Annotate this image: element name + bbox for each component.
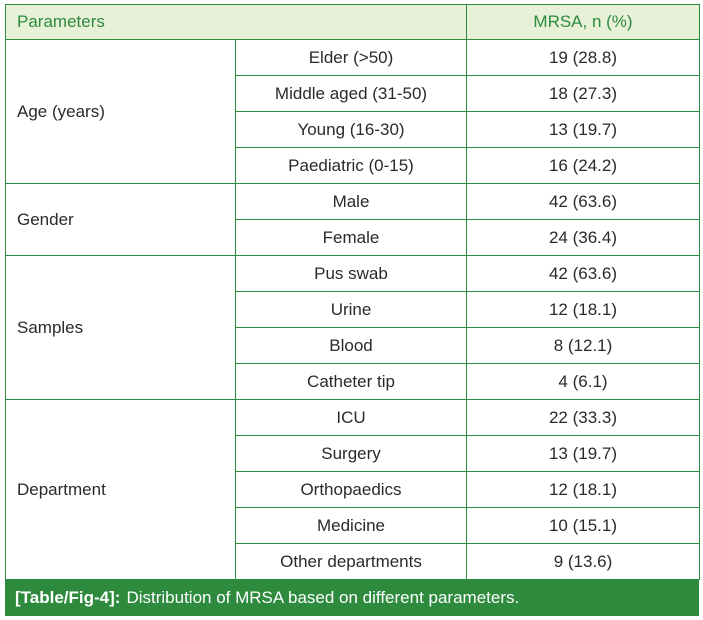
mrsa-value-cell: 42 (63.6) — [466, 255, 700, 292]
table-row: Catheter tip 4 (6.1) — [6, 363, 700, 400]
table-row: Female 24 (36.4) — [6, 219, 700, 256]
subparameter-cell: Middle aged (31-50) — [235, 75, 467, 112]
caption-text: Distribution of MRSA based on different … — [126, 588, 520, 607]
mrsa-value-cell: 22 (33.3) — [466, 399, 700, 436]
mrsa-value-cell: 42 (63.6) — [466, 183, 700, 220]
mrsa-table: Parameters MRSA, n (%) Age (years) Elder … — [5, 4, 700, 580]
mrsa-value-cell: 9 (13.6) — [466, 543, 700, 580]
mrsa-value-cell: 4 (6.1) — [466, 363, 700, 400]
subparameter-cell: Other departments — [235, 543, 467, 580]
table-row: Medicine 10 (15.1) — [6, 507, 700, 544]
header-row: Parameters MRSA, n (%) — [5, 4, 700, 40]
mrsa-value-cell: 13 (19.7) — [466, 111, 700, 148]
subparameter-cell: Blood — [235, 327, 467, 364]
table-row: Department ICU 22 (33.3) — [5, 399, 700, 580]
subparameter-cell: Male — [235, 183, 467, 220]
table-row: Middle aged (31-50) 18 (27.3) — [6, 75, 700, 112]
group-label: Age (years) — [5, 39, 236, 184]
mrsa-value-cell: 13 (19.7) — [466, 435, 700, 472]
subparameter-cell: Urine — [235, 291, 467, 328]
mrsa-value-cell: 24 (36.4) — [466, 219, 700, 256]
subparameter-cell: Surgery — [235, 435, 467, 472]
table-row: Age (years) Elder (>50) 19 (28.8) — [5, 39, 700, 184]
table-row: Young (16-30) 13 (19.7) — [6, 111, 700, 148]
group-label: Department — [5, 399, 236, 580]
subparameter-cell: Female — [235, 219, 467, 256]
table-row: Paediatric (0-15) 16 (24.2) — [6, 147, 700, 184]
subparameter-cell: Catheter tip — [235, 363, 467, 400]
table-body: Age (years) Elder (>50) 19 (28.8) Middle ag… — [5, 39, 700, 580]
table-row: Urine 12 (18.1) — [6, 291, 700, 328]
mrsa-value-cell: 8 (12.1) — [466, 327, 700, 364]
table-row: Other departments 9 (13.6) — [6, 543, 700, 580]
mrsa-value-cell: 18 (27.3) — [466, 75, 700, 112]
table-row: Samples Pus swab 42 (63.6) — [5, 255, 700, 400]
mrsa-value-cell: 12 (18.1) — [466, 291, 700, 328]
group-label: Samples — [5, 255, 236, 400]
mrsa-value-cell: 19 (28.8) — [466, 39, 700, 76]
parameters-header: Parameters — [5, 4, 467, 40]
table-row: Gender Male 42 (63.6) — [5, 183, 700, 256]
subparameter-cell: Medicine — [235, 507, 467, 544]
subparameter-cell: Paediatric (0-15) — [235, 147, 467, 184]
mrsa-value-cell: 16 (24.2) — [466, 147, 700, 184]
mrsa-value-cell: 10 (15.1) — [466, 507, 700, 544]
subparameter-cell: Elder (>50) — [235, 39, 467, 76]
mrsa-header: MRSA, n (%) — [466, 4, 700, 40]
table-figure: Parameters MRSA, n (%) Age (years) Elder … — [5, 4, 700, 616]
group-label: Gender — [5, 183, 236, 256]
table-row: Blood 8 (12.1) — [6, 327, 700, 364]
subparameter-cell: Pus swab — [235, 255, 467, 292]
subparameter-cell: ICU — [235, 399, 467, 436]
caption-label: [Table/Fig-4]: — [15, 588, 121, 607]
table-row: Surgery 13 (19.7) — [6, 435, 700, 472]
table-caption: [Table/Fig-4]: Distribution of MRSA base… — [5, 580, 699, 616]
mrsa-value-cell: 12 (18.1) — [466, 471, 700, 508]
subparameter-cell: Orthopaedics — [235, 471, 467, 508]
subparameter-cell: Young (16-30) — [235, 111, 467, 148]
